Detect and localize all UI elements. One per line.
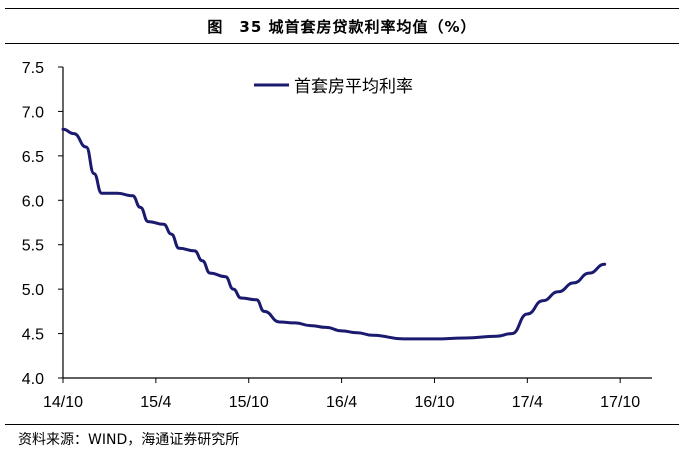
source-note: 资料来源：WIND，海通证券研究所 [18, 432, 240, 448]
top-rule [5, 8, 679, 9]
x-tick-label: 16/10 [414, 394, 454, 411]
legend-label: 首套房平均利率 [294, 77, 413, 97]
x-tick-label: 15/10 [229, 394, 269, 411]
y-tick-label: 4.5 [22, 327, 44, 344]
series-line [61, 127, 607, 341]
legend: 首套房平均利率 [254, 77, 413, 97]
x-tick-label: 17/4 [512, 394, 543, 411]
title-bottom-rule [5, 43, 679, 44]
series-layer [61, 127, 607, 341]
y-tick-label: 7.0 [22, 104, 44, 121]
x-tick-label: 16/4 [326, 394, 357, 411]
source-rule [5, 424, 679, 425]
y-tick-label: 7.5 [22, 60, 44, 77]
y-tick-label: 6.5 [22, 149, 44, 166]
x-tick-label: 15/4 [140, 394, 171, 411]
y-tick-label: 4.0 [22, 371, 44, 388]
y-axis: 4.0 4.5 5.0 5.5 6.0 6.5 7.0 7.5 [22, 60, 64, 388]
x-tick-label: 17/10 [600, 394, 640, 411]
x-axis: 14/10 15/4 15/10 16/4 16/10 17/4 17/10 [43, 377, 652, 411]
y-tick-label: 6.0 [22, 193, 44, 210]
y-tick-label: 5.5 [22, 238, 44, 255]
chart-title: 图 35 城首套房贷款利率均值（%） [207, 18, 477, 36]
y-tick-label: 5.0 [22, 282, 44, 299]
x-tick-label: 14/10 [43, 394, 83, 411]
